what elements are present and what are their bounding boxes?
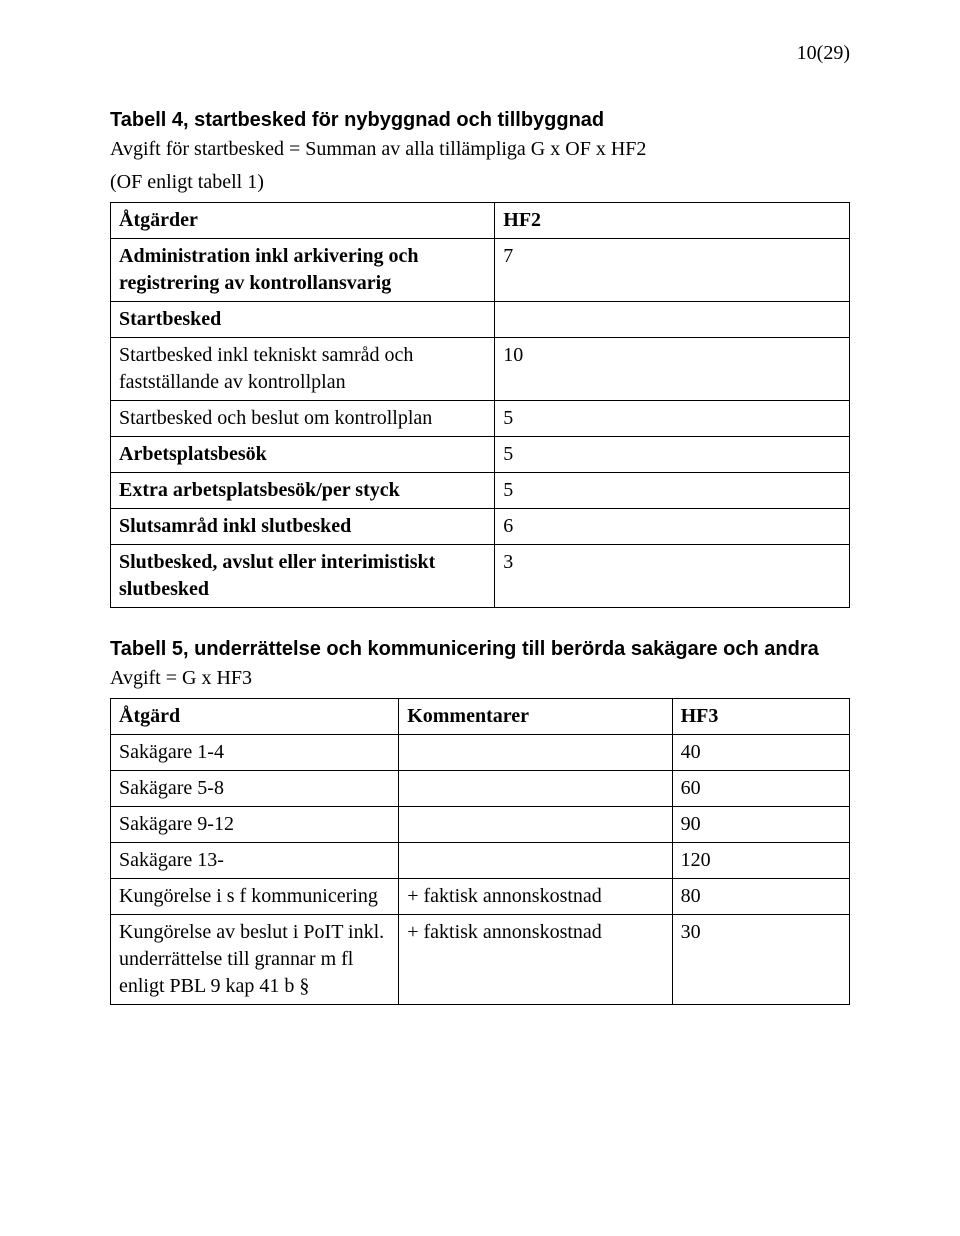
table-row: Startbesked inkl tekniskt samråd och fas… — [111, 338, 850, 401]
table4-cell-label: Startbesked och beslut om kontrollplan — [111, 401, 495, 437]
table5-cell-b — [399, 843, 672, 879]
table4-cell-label: Administration inkl arkivering och regis… — [111, 239, 495, 302]
table4-header-row: Åtgärder HF2 — [111, 203, 850, 239]
table5-cell-a: Kungörelse i s f kommunicering — [111, 879, 399, 915]
table-row: Startbesked — [111, 302, 850, 338]
table5-header-b: Kommentarer — [399, 699, 672, 735]
table4-cell-label: Slutsamråd inkl slutbesked — [111, 509, 495, 545]
table-row: Sakägare 5-8 60 — [111, 771, 850, 807]
table5-cell-a: Sakägare 5-8 — [111, 771, 399, 807]
table5-cell-b: + faktisk annonskostnad — [399, 915, 672, 1005]
table-row: Sakägare 9-12 90 — [111, 807, 850, 843]
table5-header-row: Åtgärd Kommentarer HF3 — [111, 699, 850, 735]
table4-subtitle-line1: Avgift för startbesked = Summan av alla … — [110, 136, 850, 163]
table-row: Kungörelse i s f kommunicering+ faktisk … — [111, 879, 850, 915]
table-row: Sakägare 13- 120 — [111, 843, 850, 879]
table-row: Startbesked och beslut om kontrollplan5 — [111, 401, 850, 437]
table5-header-c: HF3 — [672, 699, 849, 735]
table5-subtitle: Avgift = G x HF3 — [110, 665, 850, 692]
table4-subtitle-line2: (OF enligt tabell 1) — [110, 169, 850, 196]
table4-cell-value: 7 — [495, 239, 850, 302]
table-row: Extra arbetsplatsbesök/per styck5 — [111, 473, 850, 509]
table5-cell-a: Kungörelse av beslut i PoIT inkl. underr… — [111, 915, 399, 1005]
table5-cell-a: Sakägare 1-4 — [111, 735, 399, 771]
table5-cell-c: 60 — [672, 771, 849, 807]
table-row: Arbetsplatsbesök5 — [111, 437, 850, 473]
table5-cell-c: 90 — [672, 807, 849, 843]
table5-cell-b — [399, 771, 672, 807]
table-row: Administration inkl arkivering och regis… — [111, 239, 850, 302]
table-row: Sakägare 1-4 40 — [111, 735, 850, 771]
table5-title: Tabell 5, underrättelse och kommunicerin… — [110, 636, 850, 663]
table4-cell-label: Startbesked inkl tekniskt samråd och fas… — [111, 338, 495, 401]
table5-cell-a: Sakägare 9-12 — [111, 807, 399, 843]
table-row: Slutbesked, avslut eller interimistiskt … — [111, 545, 850, 608]
table4-cell-label: Startbesked — [111, 302, 495, 338]
table5-cell-b — [399, 735, 672, 771]
table4: Åtgärder HF2 Administration inkl arkiver… — [110, 202, 850, 608]
table-row: Slutsamråd inkl slutbesked6 — [111, 509, 850, 545]
table4-header-right: HF2 — [495, 203, 850, 239]
table5-cell-c: 120 — [672, 843, 849, 879]
table5-cell-a: Sakägare 13- — [111, 843, 399, 879]
table5-cell-b — [399, 807, 672, 843]
table5-cell-c: 80 — [672, 879, 849, 915]
table4-cell-label: Slutbesked, avslut eller interimistiskt … — [111, 545, 495, 608]
table5-cell-c: 40 — [672, 735, 849, 771]
table4-cell-value: 10 — [495, 338, 850, 401]
table5-cell-b: + faktisk annonskostnad — [399, 879, 672, 915]
table4-cell-value: 6 — [495, 509, 850, 545]
table4-title: Tabell 4, startbesked för nybyggnad och … — [110, 107, 850, 134]
table4-cell-value: 5 — [495, 401, 850, 437]
table5: Åtgärd Kommentarer HF3 Sakägare 1-440Sak… — [110, 698, 850, 1005]
table4-cell-label: Arbetsplatsbesök — [111, 437, 495, 473]
table-row: Kungörelse av beslut i PoIT inkl. underr… — [111, 915, 850, 1005]
table4-cell-label: Extra arbetsplatsbesök/per styck — [111, 473, 495, 509]
table5-cell-c: 30 — [672, 915, 849, 1005]
table5-header-a: Åtgärd — [111, 699, 399, 735]
table4-cell-value: 5 — [495, 473, 850, 509]
table4-cell-value: 3 — [495, 545, 850, 608]
table4-cell-value: 5 — [495, 437, 850, 473]
page-number: 10(29) — [110, 40, 850, 67]
table4-cell-value — [495, 302, 850, 338]
table4-header-left: Åtgärder — [111, 203, 495, 239]
